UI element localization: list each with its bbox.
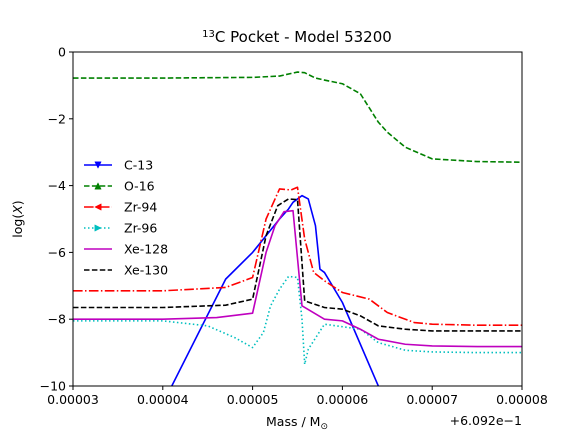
legend-entry-zr-96: Zr-96: [84, 221, 157, 236]
x-tick-label: 0.00006: [317, 392, 369, 407]
y-axis-ticks: 0 −2 −4 −6 −8 −10: [40, 45, 73, 394]
y-tick-label: −2: [48, 111, 66, 126]
x-tick-label: 0.00004: [137, 392, 189, 407]
plot-frame: [72, 51, 523, 387]
legend-marker-triangle-down: [94, 161, 102, 169]
legend-marker-triangle-up: [94, 182, 102, 190]
legend-marker-triangle-left: [94, 203, 102, 211]
y-tick-label: −6: [48, 245, 66, 260]
chart-legend: C-13 O-16 Zr-94 Zr-96 Xe-128 Xe-130: [84, 158, 168, 278]
x-tick-label: 0.00005: [227, 392, 279, 407]
series-line-o-16: [73, 71, 522, 164]
chart-title-main: C Pocket - Model 53200: [215, 28, 392, 46]
legend-entry-c-13: C-13: [84, 158, 153, 173]
y-axis-label-main: log(: [10, 214, 25, 238]
x-axis-offset-text: +6.092e−1: [450, 413, 522, 428]
y-axis-label: log(X): [10, 200, 25, 237]
x-axis-label: Mass / M⊙: [266, 414, 328, 432]
x-tick-label: 0.00008: [496, 392, 548, 407]
legend-label: Xe-128: [124, 242, 168, 257]
y-axis-label-end: ): [10, 200, 25, 205]
legend-entry-o-16: O-16: [84, 179, 155, 194]
y-tick-label: −4: [48, 178, 66, 193]
x-tick-label: 0.00003: [47, 392, 99, 407]
legend-entry-xe-128: Xe-128: [84, 242, 168, 257]
series-line-xe-130: [73, 198, 522, 332]
x-axis-label-subscript: ⊙: [320, 422, 328, 432]
x-axis-label-main: Mass / M: [266, 414, 320, 429]
y-axis-label-italic: X: [10, 205, 25, 215]
series-line-zr-96: [73, 275, 522, 366]
y-tick-label: −8: [48, 312, 66, 327]
chart-title: 13C Pocket - Model 53200: [202, 28, 392, 46]
legend-marker-triangle-right: [94, 224, 102, 232]
y-tick-label: 0: [58, 45, 66, 60]
legend-label: C-13: [124, 158, 153, 173]
series-line-xe-128: [73, 209, 522, 348]
series-line-c-13: [170, 194, 380, 386]
series-line-zr-94: [73, 186, 522, 327]
legend-label: Xe-130: [124, 263, 168, 278]
legend-label: Zr-94: [124, 200, 157, 215]
chart-title-superscript: 13: [202, 29, 215, 40]
legend-label: O-16: [124, 179, 155, 194]
series-layer: [73, 71, 522, 386]
y-tick-label: −10: [40, 379, 66, 394]
x-axis-ticks: 0.00003 0.00004 0.00005 0.00006 0.00007 0.000…: [47, 386, 548, 407]
x-tick-label: 0.00007: [406, 392, 458, 407]
legend-label: Zr-96: [124, 221, 157, 236]
legend-entry-xe-130: Xe-130: [84, 263, 168, 278]
legend-entry-zr-94: Zr-94: [84, 200, 157, 215]
